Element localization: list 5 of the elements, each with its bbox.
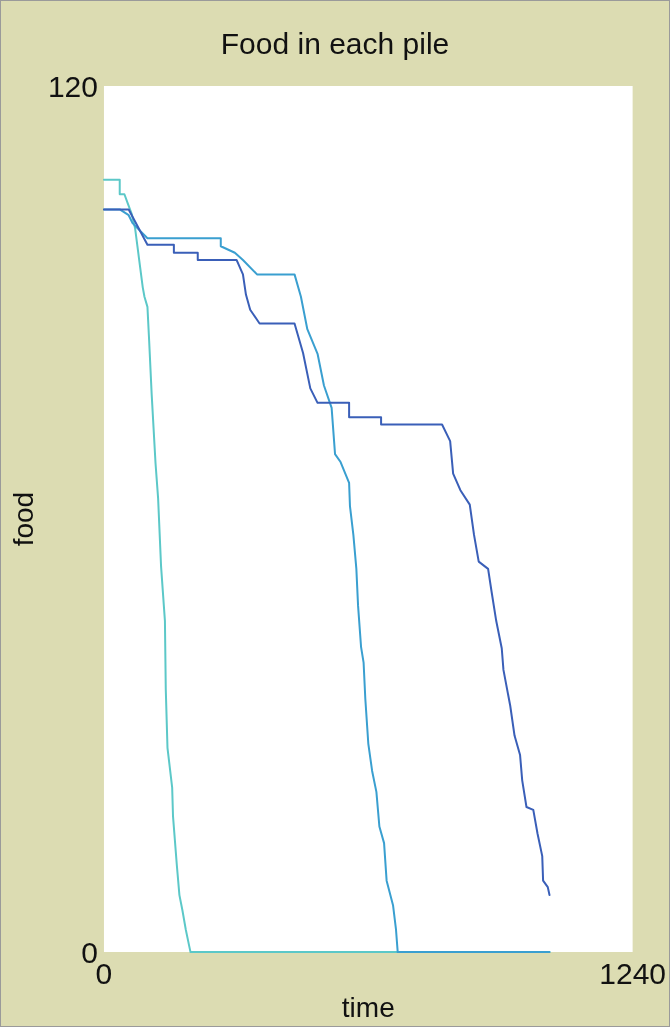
x-axis-title: time [341,991,395,1023]
chart-title: Food in each pile [220,26,450,60]
y-tick-label: 120 [47,69,98,103]
x-tick-label: 1240 [599,956,667,990]
y-axis-title: food [7,491,39,547]
